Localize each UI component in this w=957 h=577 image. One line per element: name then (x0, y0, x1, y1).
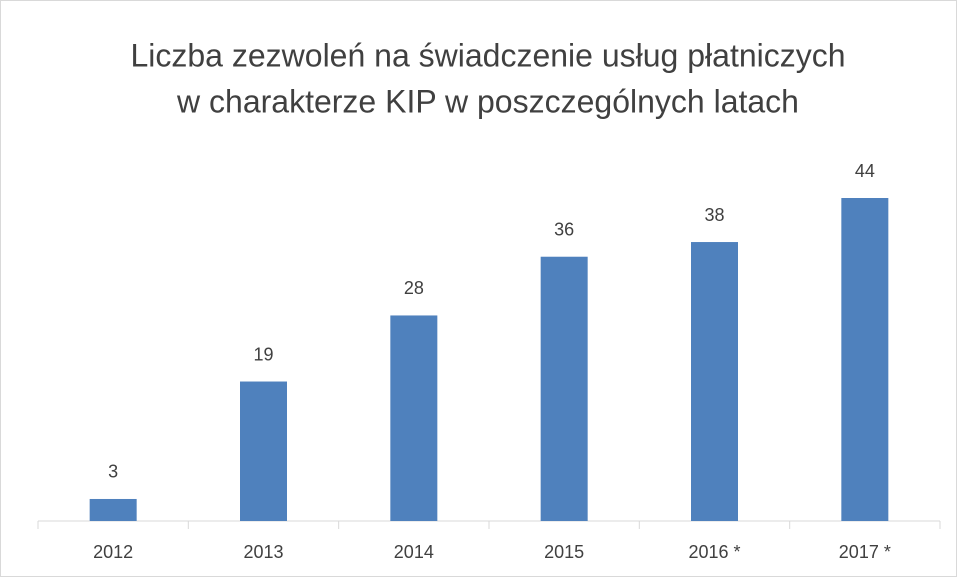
data-label: 38 (704, 205, 724, 225)
chart-title: w charakterze KIP w poszczególnych latac… (176, 83, 799, 119)
x-tick-label: 2016 * (688, 542, 740, 562)
bar (240, 381, 287, 521)
x-tick-label: 2015 (544, 542, 584, 562)
data-label: 36 (554, 219, 574, 239)
data-label: 44 (855, 161, 875, 181)
bar (540, 256, 588, 521)
x-tick-label: 2012 (93, 542, 133, 562)
bar (841, 198, 889, 521)
bar (691, 242, 738, 521)
x-tick-label: 2013 (243, 542, 283, 562)
data-label: 3 (108, 462, 118, 482)
data-label: 19 (253, 344, 273, 364)
bar (89, 498, 137, 521)
chart-title: Liczba zezwoleń na świadczenie usług pła… (130, 37, 845, 73)
bar (390, 315, 438, 521)
data-label: 28 (404, 278, 424, 298)
x-tick-label: 2017 * (839, 542, 891, 562)
x-tick-label: 2014 (394, 542, 434, 562)
